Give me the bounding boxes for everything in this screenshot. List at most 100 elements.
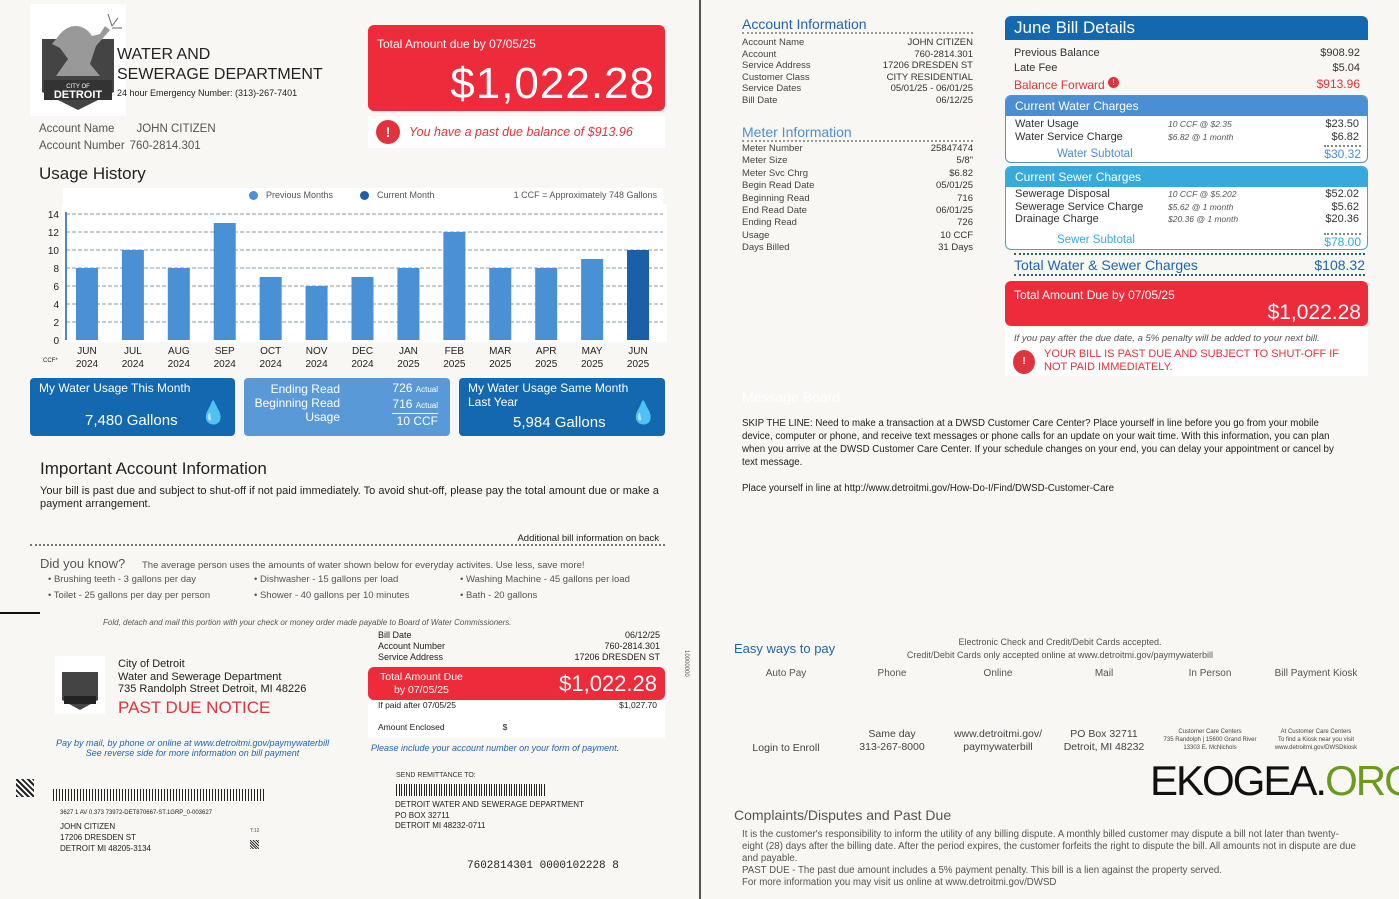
row-value: 31 Days — [938, 242, 973, 254]
row-value: 05/01/25 — [936, 180, 973, 192]
x-tick-year: 2025 — [489, 359, 512, 370]
water-charges-card: Current Water Charges Water Usage 10 CCF … — [1005, 95, 1368, 163]
y-tick-label: 6 — [53, 282, 59, 293]
bullet-icon: • — [254, 590, 260, 601]
x-tick-year: 2025 — [397, 359, 420, 370]
complaints-body: It is the customer's responsibility to i… — [742, 829, 1357, 889]
bill-due-amount: $1,022.28 — [1267, 301, 1361, 324]
water-charge-rows: Water Usage 10 CCF @ $2.35 $23.50 Water Ser… — [1006, 116, 1367, 144]
bullet-icon: • — [48, 574, 54, 585]
pay-method-detail: Customer Care Centers 735 Randolph | 156… — [1163, 729, 1257, 751]
pay-note-1: Pay by mail, by phone or online at www.d… — [55, 738, 330, 748]
stub-due-label-2: by 07/05/25 — [394, 684, 449, 696]
stub-org-3: 735 Randolph Street Detroit, MI 48226 — [118, 683, 307, 695]
meter-info-rows: Meter Number 25847474 Meter Size 5/8" Meter … — [742, 143, 973, 255]
total-due-label: Total Amount due by 07/05/25 — [377, 37, 536, 51]
usage-bar — [121, 250, 144, 340]
charge-amount: $52.02 — [1325, 188, 1359, 200]
usage-bar — [75, 268, 98, 340]
row-label: Begin Read Date — [742, 180, 815, 192]
y-tick-label: 0 — [53, 336, 59, 347]
legend-previous: Previous Months — [266, 190, 334, 200]
payment-notes: Electronic Check and Credit/Debit Cards … — [850, 636, 1270, 662]
ccf-conversion: 1 CCF = Approximately 748 Gallons — [513, 190, 657, 200]
bill-due-label: Total Amount Due by 07/05/25 — [1014, 288, 1175, 302]
side-code: 10000000 — [683, 650, 689, 677]
include-account-note: Please include your account number on yo… — [371, 743, 620, 753]
x-tick-year: 2024 — [351, 359, 374, 370]
water-fact: • Bath - 20 gallons — [460, 590, 666, 601]
water-fact: • Shower - 40 gallons per 10 minutes — [254, 590, 460, 601]
charge-label: Sewerage Disposal — [1015, 188, 1110, 200]
usage-this-month-box: My Water Usage This Month 7,480 Gallons … — [30, 378, 235, 436]
y-tick-label: 4 — [53, 300, 59, 311]
water-fact: • Toilet - 25 gallons per day per person — [48, 590, 254, 601]
usage-bar — [397, 268, 420, 340]
stub-payment-box: If paid after 07/05/25 $1,027.70 Amount E… — [368, 700, 665, 738]
easy-pay-title: Easy ways to pay — [734, 641, 836, 656]
remit-line-1: DETROIT WATER AND SEWERAGE DEPARTMENT — [395, 800, 584, 809]
remit-line-2: PO BOX 32711 — [395, 810, 450, 820]
mail-barcode — [53, 789, 265, 801]
complaints-more-info: For more information you may visit us on… — [742, 877, 1057, 888]
usage-bar — [167, 268, 190, 340]
account-info-title: Account Information — [742, 16, 973, 34]
stub-account-label: Account Number — [378, 641, 446, 651]
pay-method-detail[interactable]: www.detroitmi.gov/ paymywaterbill — [953, 728, 1043, 753]
sewer-charge-row: Sewerage Disposal 10 CCF @ $5.202 $52.02 — [1015, 188, 1359, 201]
stub-service: 17206 DRESDEN ST — [574, 652, 660, 662]
pay-method-label: Bill Payment Kiosk — [1274, 668, 1358, 679]
bullet-icon: • — [48, 590, 54, 601]
payment-note-2: Credit/Debit Cards only accepted online … — [906, 650, 1214, 660]
y-tick-label: 8 — [53, 264, 59, 275]
row-label: Customer Class — [742, 71, 810, 83]
stub-org-1: City of Detroit — [118, 658, 185, 670]
row-label: Usage — [742, 229, 770, 241]
row-value: 06/01/25 — [936, 205, 973, 217]
x-tick-year: 2024 — [122, 359, 145, 370]
y-tick-label: 2 — [53, 318, 59, 329]
row-label: Service Address — [742, 60, 811, 71]
chart-legend: Previous Months Current Month 1 CCF = Ap… — [63, 188, 663, 204]
water-fact-text: Shower - 40 gallons per 10 minutes — [259, 590, 410, 601]
water-fact-text: Washing Machine - 45 gallons per load — [465, 574, 630, 585]
account-name-label: Account Name — [39, 123, 115, 135]
total-charges-row: Total Water & Sewer Charges $108.32 — [1014, 253, 1365, 276]
watermark-part-2: ORG — [1325, 757, 1399, 804]
meter-info-row: Meter Number 25847474 — [742, 143, 973, 155]
legend-current-icon — [360, 191, 369, 200]
total-due-amount: $1,022.28 — [450, 59, 655, 108]
watermark: EKOGEA.ORG — [1150, 758, 1399, 804]
pay-method-detail[interactable]: Login to Enroll — [752, 742, 820, 754]
sewer-charge-rows: Sewerage Disposal 10 CCF @ $5.202 $52.02 Se… — [1006, 187, 1367, 226]
row-value: 25847474 — [930, 143, 973, 154]
usage-bar — [627, 250, 650, 340]
ending-read: 726 — [392, 381, 413, 395]
account-number: 760-2814.301 — [129, 140, 201, 152]
row-value: 760-2814.301 — [914, 48, 973, 60]
y-tick-label: 10 — [48, 246, 60, 257]
shutoff-warning: YOUR BILL IS PAST DUE AND SUBJECT TO SHU… — [1044, 348, 1340, 373]
row-label: Beginning Read — [742, 192, 810, 204]
sewer-charges-card: Current Sewer Charges Sewerage Disposal 1… — [1005, 166, 1368, 250]
bullet-icon: • — [460, 574, 466, 585]
x-tick-year: 2025 — [535, 359, 558, 370]
bullet-icon: • — [460, 590, 466, 601]
row-label: Service Dates — [742, 83, 802, 94]
meter-info-section: Meter Information Meter Number 25847474 Me… — [742, 124, 973, 255]
fold-note: Fold, detach and mail this portion with … — [103, 618, 512, 627]
message-paragraph-2[interactable]: Place yourself in line at http://www.det… — [742, 483, 1115, 494]
complaints-past-due: PAST DUE - The past due amount includes … — [742, 865, 1222, 876]
charge-rate: $6.82 @ 1 month — [1168, 132, 1234, 142]
row-value: 05/01/25 - 06/01/25 — [890, 83, 973, 94]
previous-balance-label: Previous Balance — [1014, 47, 1100, 59]
usage-bar — [443, 232, 466, 340]
balance-forward: $913.96 — [1316, 77, 1360, 91]
water-fact-text: Dishwasher - 15 gallons per load — [259, 574, 399, 585]
usage-value: 10 CCF — [396, 414, 438, 428]
logo-text: DETROIT — [54, 89, 103, 101]
y-unit-label: CCF* — [43, 358, 58, 364]
did-you-know-title: Did you know? — [40, 556, 126, 571]
meter-info-row: Usage 10 CCF — [742, 230, 973, 242]
x-tick-month: AUG — [168, 346, 190, 357]
